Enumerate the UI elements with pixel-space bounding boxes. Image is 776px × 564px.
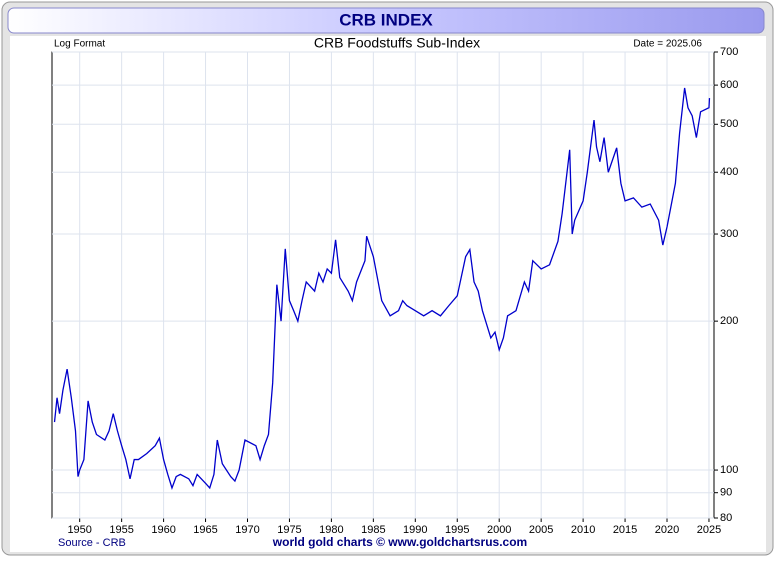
x-tick-label: 1990 [403, 524, 427, 536]
y-tick-label: 300 [720, 228, 738, 240]
y-tick-label: 400 [720, 166, 738, 178]
x-tick-label: 1960 [151, 524, 175, 536]
y-tick-label: 80 [720, 512, 732, 524]
x-tick-label: 2025 [697, 524, 721, 536]
x-tick-label: 1950 [67, 524, 91, 536]
y-tick-label: 600 [720, 79, 738, 91]
y-tick-label: 500 [720, 118, 738, 130]
footer: world gold charts © www.goldchartsrus.co… [272, 535, 527, 549]
header-bar [7, 7, 765, 34]
chart-title: CRB Foodstuffs Sub-Index [314, 35, 480, 51]
x-tick-label: 1975 [277, 524, 301, 536]
x-tick-label: 1970 [235, 524, 259, 536]
x-tick-label: 1965 [193, 524, 217, 536]
x-tick-label: 1985 [361, 524, 385, 536]
x-tick-label: 2010 [571, 524, 595, 536]
y-tick-label: 200 [720, 315, 738, 327]
x-tick-label: 2000 [487, 524, 511, 536]
y-tick-label: 700 [720, 46, 738, 58]
source: Source - CRB [58, 537, 126, 549]
marks [53, 87, 711, 490]
plot-area [51, 51, 715, 519]
data-line [53, 87, 711, 490]
x-tick-label: 2015 [613, 524, 637, 536]
header: CRB INDEX [339, 10, 433, 29]
grid: 1950 1955 1960 1965 1970 1975 1980 1985 1990 1995… [52, 46, 738, 536]
x-tick-label: 1995 [445, 524, 469, 536]
x-tick-label: 1955 [109, 524, 133, 536]
x-tick-label: 2020 [655, 524, 679, 536]
x-tick-label: 2005 [529, 524, 553, 536]
y-tick-label: 90 [720, 487, 732, 499]
x-tick-label: 1980 [319, 524, 343, 536]
scale-note: Log Format [54, 39, 105, 50]
y-tick-label: 100 [720, 464, 738, 476]
date-note: Date = 2025.06 [633, 39, 702, 50]
